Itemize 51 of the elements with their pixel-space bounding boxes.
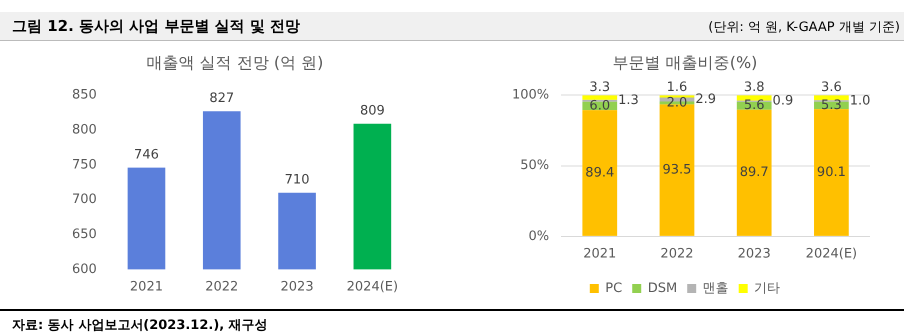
x-tick-label: 2024(E) xyxy=(346,280,398,295)
x-tick-label: 2021 xyxy=(130,280,164,295)
data-label: 0.9 xyxy=(772,94,794,109)
y-tick-label: 800 xyxy=(72,122,97,138)
data-label: 89.4 xyxy=(585,165,614,180)
data-label: 710 xyxy=(284,172,310,188)
y-tick-label: 600 xyxy=(72,262,97,277)
bar xyxy=(582,95,618,100)
data-label: 746 xyxy=(134,148,159,163)
y-tick-label: 650 xyxy=(72,226,97,242)
x-tick-label: 2022 xyxy=(660,246,694,262)
chart-title: 매출액 실적 전망 (억 원) xyxy=(146,52,324,72)
y-tick-label: 100% xyxy=(512,88,550,103)
data-label: 1.3 xyxy=(618,93,639,108)
bar xyxy=(814,109,849,236)
data-label: 1.0 xyxy=(850,93,870,108)
y-tick-label: 750 xyxy=(72,157,97,172)
data-label: 2.0 xyxy=(666,95,688,110)
y-tick-label: 50% xyxy=(520,158,550,174)
caption: 그림 12. 동사의 사업 부문별 실적 및 전망 xyxy=(12,17,300,36)
y-tick-label: 700 xyxy=(72,192,97,208)
data-label: 827 xyxy=(209,91,234,106)
legend-label: DSM xyxy=(648,280,678,296)
x-tick-label: 2021 xyxy=(583,246,616,262)
data-label: 3.8 xyxy=(744,80,765,96)
data-label: 5.3 xyxy=(821,98,842,113)
bar xyxy=(736,110,772,236)
y-tick-label: 850 xyxy=(72,88,97,103)
legend-label: 맨홀 xyxy=(702,280,729,296)
bar xyxy=(582,110,618,236)
x-tick-label: 2023 xyxy=(738,246,771,262)
x-tick-label: 2023 xyxy=(280,280,314,295)
data-label: 6.0 xyxy=(589,98,610,114)
data-label: 1.6 xyxy=(666,80,688,96)
data-label: 2.9 xyxy=(695,92,716,107)
data-label: 90.1 xyxy=(816,164,846,180)
data-label: 93.5 xyxy=(662,162,692,178)
bar xyxy=(814,95,849,100)
legend-label: 기타 xyxy=(754,280,780,296)
chart-title: 부문별 매출비중(%) xyxy=(612,52,758,72)
x-tick-label: 2024(E) xyxy=(806,246,858,262)
data-label: 809 xyxy=(360,104,385,119)
y-tick-label: 0% xyxy=(528,228,550,244)
x-tick-label: 2022 xyxy=(205,280,238,295)
data-label: 3.3 xyxy=(589,80,610,96)
data-label: 5.6 xyxy=(744,98,765,114)
text: (단위: 억 원, K-GAAP 개별 기준) xyxy=(708,19,900,36)
legend-label: PC xyxy=(605,280,622,296)
data-label: 89.7 xyxy=(740,165,769,180)
text: 자료: 동사 사업보고서(2023.12.), 재구성 xyxy=(12,317,268,334)
data-label: 3.6 xyxy=(821,80,842,96)
